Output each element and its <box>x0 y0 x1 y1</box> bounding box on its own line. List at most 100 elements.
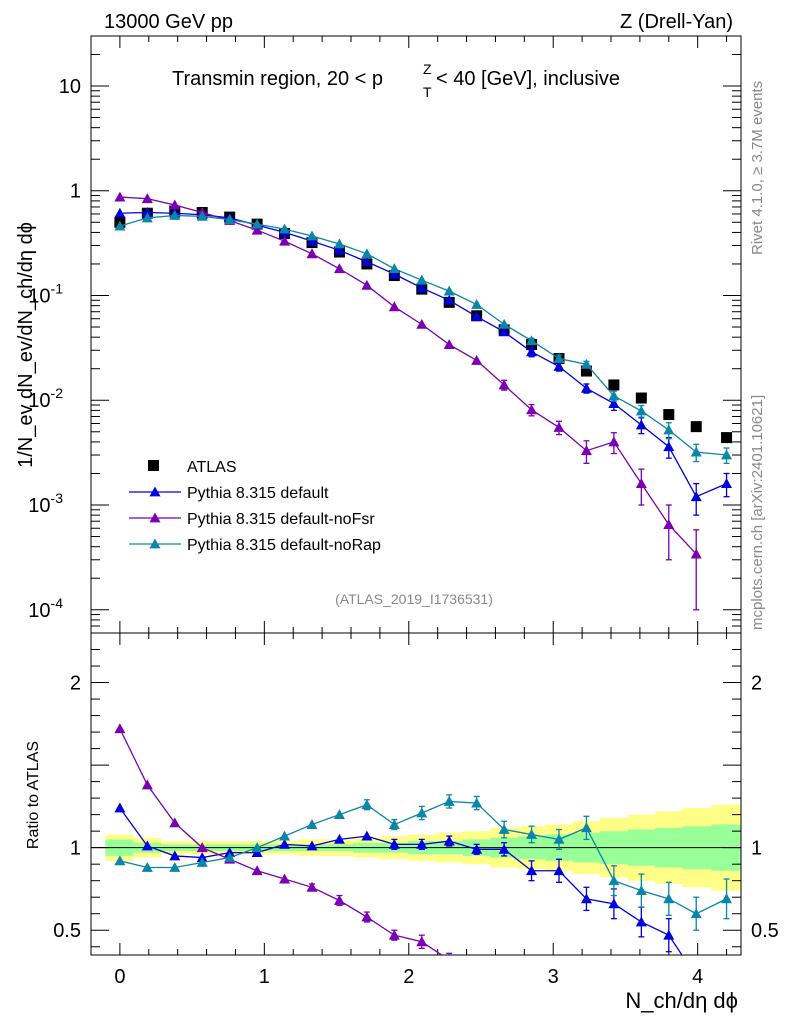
series-point <box>498 326 510 337</box>
ratio-point <box>196 842 208 853</box>
y-tick-label: 10 <box>59 76 81 98</box>
legend-marker <box>148 460 159 471</box>
ratio-point <box>663 893 675 904</box>
ratio-point <box>416 838 428 849</box>
ratio-point <box>526 865 538 876</box>
ratio-point <box>279 830 291 841</box>
legend-item: Pythia 8.315 default-noRap <box>129 537 381 554</box>
series-pythia-8-315-default-nofsr <box>114 191 702 611</box>
ratio-point <box>224 847 236 858</box>
ratio-point <box>141 861 153 872</box>
series-point <box>416 274 428 285</box>
series-point <box>361 256 373 267</box>
series-point <box>608 390 620 401</box>
series-point <box>443 294 455 305</box>
series-point <box>580 445 592 456</box>
series-point <box>498 318 510 329</box>
ratio-point <box>448 954 450 955</box>
ratio-point <box>690 908 702 919</box>
x-tick-label: 0 <box>114 966 125 988</box>
ratio-point <box>114 723 126 734</box>
ratio-point <box>251 865 263 876</box>
x-tick-label: 1 <box>259 966 270 988</box>
ratio-tick-label-right: 1 <box>751 838 762 860</box>
series-point <box>251 218 263 229</box>
ratio-point <box>279 838 291 849</box>
ratio-point <box>608 875 620 886</box>
series-point <box>690 446 702 457</box>
ratio-point <box>608 898 620 909</box>
atlas-point <box>635 392 647 404</box>
series-point <box>443 339 455 349</box>
atlas-point <box>663 409 675 421</box>
ratio-series <box>114 723 733 955</box>
x-tick-label: 3 <box>548 966 559 988</box>
ratio-point <box>553 865 565 876</box>
ratio-line <box>119 807 683 955</box>
legend-marker <box>149 538 161 549</box>
ratio-tick-label-left: 1 <box>70 838 81 860</box>
ratio-point <box>279 873 291 884</box>
series-point <box>361 279 373 290</box>
ratio-point <box>361 830 373 841</box>
series-point <box>553 360 565 371</box>
title-subscript: T <box>423 84 432 100</box>
series-point <box>526 404 538 415</box>
series-point <box>141 206 153 217</box>
rivet-label: Rivet 4.1.0, ≥ 3.7M events <box>749 81 766 255</box>
ratio-tick-label-left: 2 <box>70 673 81 695</box>
series-point <box>251 224 263 235</box>
ratio-point <box>553 833 565 844</box>
ratio-point <box>471 797 483 808</box>
legend-marker <box>149 486 161 497</box>
series-point <box>388 268 400 279</box>
ratio-point <box>721 893 733 904</box>
y-tick-label: 10-2 <box>28 385 63 412</box>
ratio-point <box>388 819 400 829</box>
ratio-point <box>251 842 263 853</box>
series-point <box>169 199 181 210</box>
series-pythia-8-315-default-norap <box>114 210 733 464</box>
ratio-point <box>471 843 483 854</box>
ratio-point <box>141 840 153 851</box>
series-point <box>306 248 318 259</box>
legend-label: Pythia 8.315 default-noFsr <box>187 511 375 528</box>
legend-label: ATLAS <box>187 459 237 476</box>
series-point <box>388 263 400 274</box>
series-point <box>663 424 675 435</box>
ratio-point <box>333 895 345 905</box>
legend-marker <box>149 512 161 523</box>
x-tick-label: 4 <box>692 966 703 988</box>
ratio-point <box>580 893 592 904</box>
series-point <box>169 210 181 220</box>
mcplots-label: mcplots.cern.ch [arXiv:2401.10621] <box>749 395 766 630</box>
ratio-pythia-8-315-default <box>114 802 683 955</box>
series-point <box>141 212 153 223</box>
ratio-tick-label-left: 0.5 <box>53 920 81 942</box>
ratio-point <box>251 847 263 858</box>
series-point <box>635 478 647 489</box>
atlas-point <box>690 421 702 433</box>
series-line <box>119 211 727 498</box>
series-point <box>553 421 565 432</box>
ratio-point <box>498 843 510 854</box>
title-tail: < 40 [GeV], inclusive <box>436 68 620 90</box>
x-tick-label: 2 <box>403 966 414 988</box>
series-point <box>416 282 428 293</box>
series-point <box>471 299 483 309</box>
ratio-point <box>224 852 236 862</box>
series-point <box>306 235 318 246</box>
header-left: 13000 GeV pp <box>104 11 233 33</box>
legend-item: Pythia 8.315 default-noFsr <box>129 511 375 528</box>
series-line <box>119 214 727 456</box>
atlas-point <box>721 432 733 444</box>
ratio-frame <box>90 632 742 956</box>
title-superscript: Z <box>423 61 432 77</box>
series-point <box>690 491 702 502</box>
series-point <box>663 519 675 530</box>
ratio-point <box>306 819 318 829</box>
series-point <box>114 207 126 218</box>
ratio-point <box>388 929 400 940</box>
series-point <box>416 318 428 329</box>
